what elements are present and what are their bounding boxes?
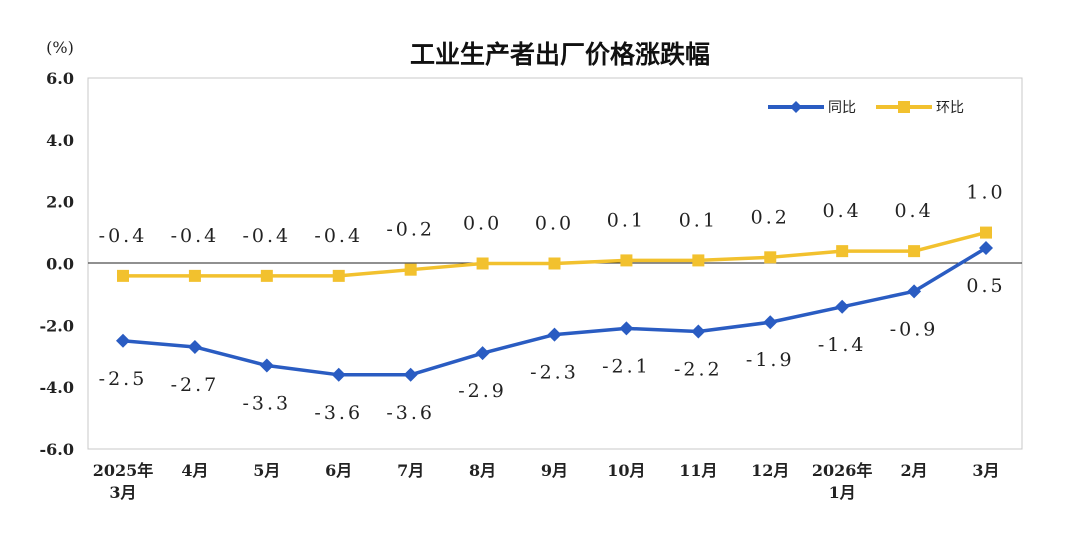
data-label: -2.5 <box>99 368 148 390</box>
data-point-marker <box>980 226 992 239</box>
data-point-marker <box>117 269 129 282</box>
data-point-marker <box>547 327 562 342</box>
y-tick-label: 2.0 <box>46 193 74 212</box>
y-tick-label: 4.0 <box>46 131 74 150</box>
data-label: -0.4 <box>314 225 363 247</box>
data-label: -2.3 <box>530 362 579 384</box>
data-label: -3.6 <box>314 402 363 424</box>
data-label: -2.9 <box>458 380 507 402</box>
data-point-marker <box>548 257 561 270</box>
y-tick-label: -2.0 <box>40 316 74 335</box>
y-tick-label: 0.0 <box>46 255 74 274</box>
x-tick-label-line: 6月 <box>325 461 352 480</box>
data-point-marker <box>907 284 922 299</box>
data-label: 0.1 <box>607 209 646 231</box>
data-label: -3.6 <box>386 402 435 424</box>
data-point-marker <box>260 269 273 282</box>
data-label: 0.1 <box>679 209 718 231</box>
data-point-marker <box>331 367 346 382</box>
data-point-marker <box>979 241 993 256</box>
data-point-marker <box>619 321 634 336</box>
data-label: -0.4 <box>171 225 220 247</box>
data-point-marker <box>187 339 202 354</box>
x-tick-label-line: 2月 <box>901 461 928 480</box>
data-point-marker <box>403 367 418 382</box>
x-tick-label-line: 3月 <box>109 483 136 502</box>
x-tick-label: 4月 <box>181 461 208 480</box>
data-point-marker <box>908 245 921 258</box>
x-tick-label-line: 3月 <box>972 461 999 480</box>
data-label: 0.4 <box>823 200 862 222</box>
x-tick-label: 9月 <box>541 461 568 480</box>
x-tick-label-line: 2026年 <box>812 461 873 480</box>
y-axis: 6.0 4.0 2.0 0.0 -2.0 -4.0 -6.0 <box>40 69 74 459</box>
data-label: 0.2 <box>751 206 790 228</box>
x-tick-label-line: 7月 <box>397 461 424 480</box>
data-label: -0.4 <box>99 225 148 247</box>
x-axis: 2025年 3月 4月 5月 6月 7月 8月 9月 10月 11月 12月 2026年 1月 2月 3月 <box>93 461 1000 502</box>
data-label: -3.3 <box>243 393 292 415</box>
data-label: -0.2 <box>386 219 435 241</box>
data-point-marker <box>835 299 850 314</box>
legend-marker <box>790 101 802 113</box>
data-point-marker <box>836 245 849 258</box>
legend-marker <box>898 101 910 113</box>
data-point-marker <box>764 251 777 264</box>
data-point-marker <box>476 257 489 270</box>
x-tick-label-line: 10月 <box>607 461 645 480</box>
x-tick-label: 10月 <box>607 461 645 480</box>
legend-label: 环比 <box>936 100 964 116</box>
x-tick-label: 2025年 3月 <box>93 461 154 502</box>
data-label: -2.2 <box>674 359 723 381</box>
x-tick-label-line: 11月 <box>679 461 717 480</box>
data-label: -1.4 <box>818 334 867 356</box>
x-tick-label-line: 9月 <box>541 461 568 480</box>
x-tick-label: 2月 <box>901 461 928 480</box>
y-tick-label: -6.0 <box>40 440 74 459</box>
x-tick-label: 7月 <box>397 461 424 480</box>
x-tick-label: 2026年 1月 <box>812 461 873 502</box>
data-label: -1.9 <box>746 349 795 371</box>
series-layer: -2.5 -2.7 -3.3 -3.6 -3.6 -2.9 -2.3 -2.1 -2.2 -1.9… <box>99 182 1005 424</box>
x-tick-label: 6月 <box>325 461 352 480</box>
x-tick-label-line: 4月 <box>181 461 208 480</box>
x-tick-label-line: 1月 <box>829 483 856 502</box>
x-tick-label: 5月 <box>253 461 280 480</box>
x-tick-label: 11月 <box>679 461 717 480</box>
data-label: 1.0 <box>966 182 1005 204</box>
data-point-marker <box>332 269 345 282</box>
legend: 同比 环比 <box>768 100 964 116</box>
data-point-marker <box>116 333 130 348</box>
y-tick-label: 6.0 <box>46 69 74 88</box>
chart-title: 工业生产者出厂价格涨跌幅 <box>410 40 710 69</box>
x-tick-label: 12月 <box>751 461 789 480</box>
data-label: -0.9 <box>890 318 939 340</box>
x-tick-label-line: 8月 <box>469 461 496 480</box>
data-label: -2.7 <box>171 374 220 396</box>
data-label: -2.1 <box>602 355 651 377</box>
data-label: 0.4 <box>894 200 933 222</box>
data-point-marker <box>259 358 274 373</box>
x-tick-label-line: 5月 <box>253 461 280 480</box>
x-tick-label-line: 12月 <box>751 461 789 480</box>
data-point-marker <box>620 254 633 267</box>
x-tick-label: 8月 <box>469 461 496 480</box>
data-label: 0.0 <box>463 213 502 235</box>
x-tick-label-line: 2025年 <box>93 461 154 480</box>
legend-label: 同比 <box>828 100 856 116</box>
unit-label: (%) <box>46 38 74 57</box>
x-tick-label: 3月 <box>972 461 999 480</box>
data-point-marker <box>763 315 778 330</box>
data-point-marker <box>188 269 201 282</box>
y-tick-label: -4.0 <box>40 378 74 397</box>
data-label: 0.5 <box>966 275 1005 297</box>
data-label: 0.0 <box>535 213 574 235</box>
data-point-marker <box>691 324 706 339</box>
data-point-marker <box>475 346 490 361</box>
data-point-marker <box>404 263 417 276</box>
data-label: -0.4 <box>243 225 292 247</box>
data-point-marker <box>692 254 705 267</box>
